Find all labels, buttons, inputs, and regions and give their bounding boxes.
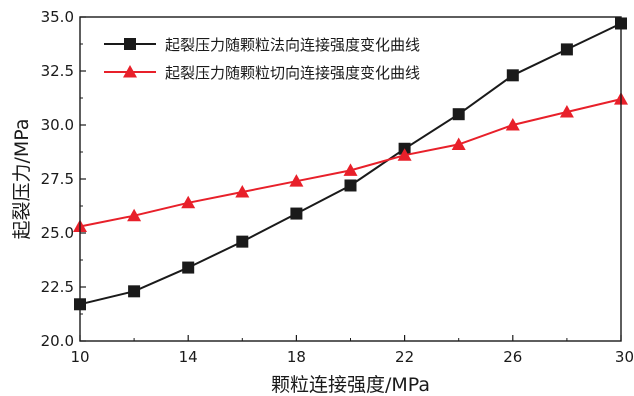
data-point-square [345,179,357,191]
legend-entry-0: 起裂压力随颗粒法向连接强度变化曲线 [104,36,420,54]
legend-label: 起裂压力随颗粒切向连接强度变化曲线 [165,64,420,82]
x-axis-title: 颗粒连接强度/MPa [271,374,430,396]
data-point-square [453,108,465,120]
y-tick-label: 30.0 [41,116,74,134]
data-point-square [128,285,140,297]
y-axis-title: 起裂压力/MPa [11,118,33,239]
x-tick-label: 26 [503,348,522,366]
y-tick-label: 25.0 [41,224,74,242]
y-tick-label: 22.5 [41,278,74,296]
data-point-square [507,69,519,81]
legend-square-marker [124,38,136,50]
y-tick-label: 32.5 [41,62,74,80]
y-tick-label: 27.5 [41,170,74,188]
y-tick-label: 20.0 [41,332,74,350]
plot-area [73,17,628,310]
data-point-square [182,262,194,274]
legend-label: 起裂压力随颗粒法向连接强度变化曲线 [165,36,420,54]
x-tick-label: 10 [70,348,89,366]
data-point-square [290,208,302,220]
y-tick-label: 35.0 [41,8,74,26]
data-point-square [561,43,573,55]
data-point-square [236,236,248,248]
x-tick-label: 30 [615,348,634,366]
axis-ticks: 10 14 18 22 26 30 20.0 22.5 25.0 27.5 30.0 32.5 35.0 [41,8,634,366]
x-tick-label: 18 [287,348,306,366]
x-tick-label: 22 [395,348,414,366]
legend-entry-1: 起裂压力随颗粒切向连接强度变化曲线 [104,64,420,82]
series-line-1 [80,99,621,226]
x-tick-label: 14 [179,348,198,366]
